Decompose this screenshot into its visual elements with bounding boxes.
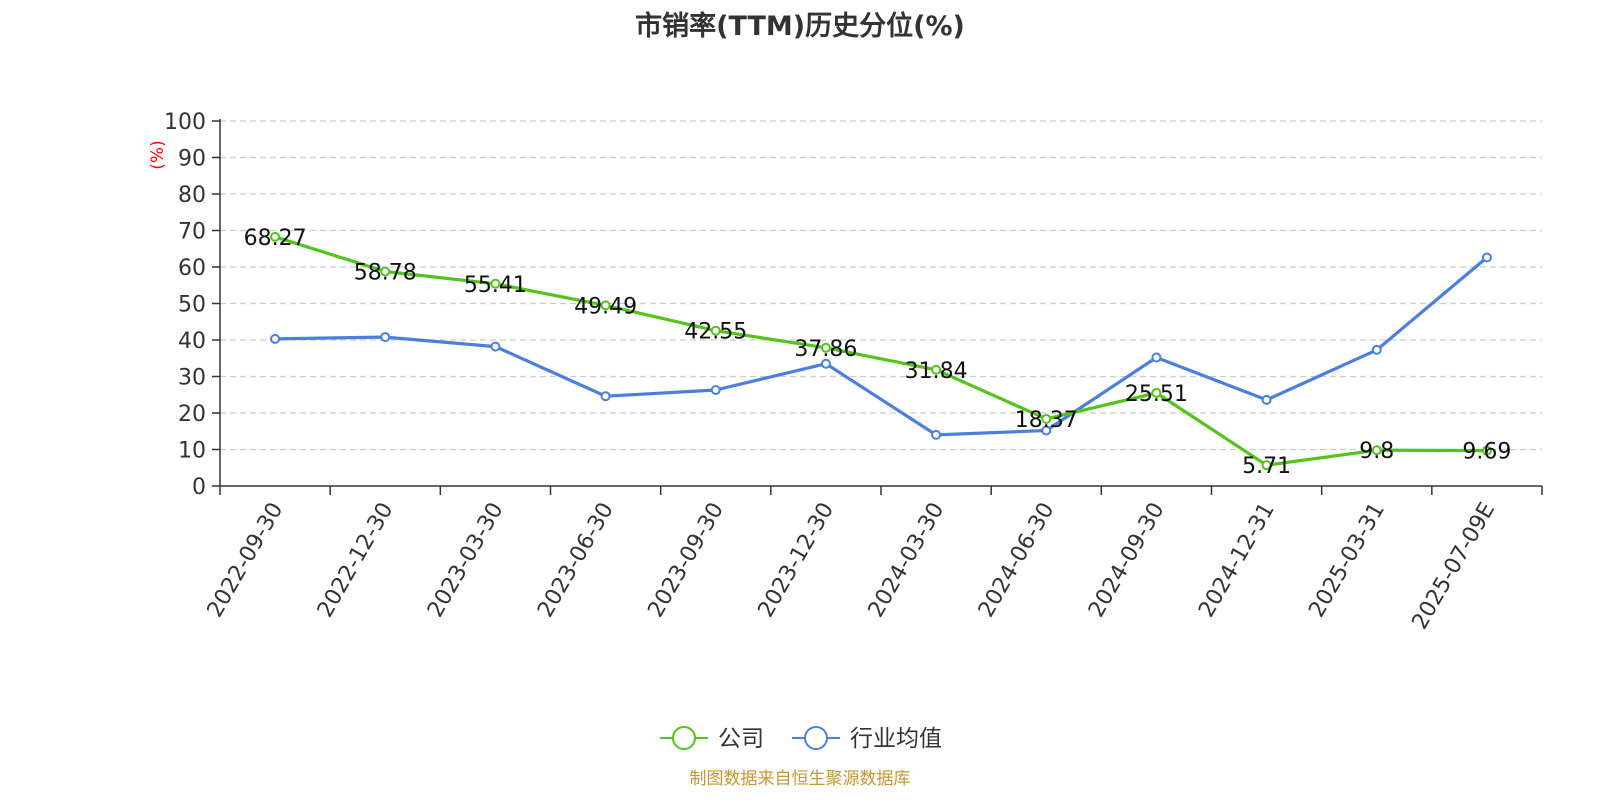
- data-point: [820, 358, 831, 369]
- data-label: 9.8: [1359, 439, 1394, 464]
- data-point: [931, 429, 942, 440]
- data-point: [1261, 460, 1272, 471]
- data-point: [600, 300, 611, 311]
- y-tick-label: 90: [178, 147, 206, 172]
- chart-title: 市销率(TTM)历史分位(%): [635, 11, 965, 42]
- data-label: 58.78: [354, 260, 417, 285]
- legend-marker: [804, 726, 828, 750]
- data-label: 37.86: [794, 337, 857, 362]
- x-tick-label: 2023-03-30: [423, 499, 509, 622]
- data-point: [490, 278, 501, 289]
- data-point: [380, 332, 391, 343]
- x-tick-label: 2024-03-30: [864, 499, 950, 622]
- data-point: [270, 333, 281, 344]
- data-label: 42.55: [684, 320, 747, 345]
- legend-label: 行业均值: [850, 726, 942, 752]
- y-tick-label: 0: [192, 475, 206, 500]
- x-tick-label: 2022-12-30: [313, 499, 399, 622]
- x-tick-label: 2023-09-30: [643, 499, 729, 622]
- data-label: 5.71: [1242, 454, 1291, 479]
- x-tick-label: 2024-12-31: [1194, 499, 1280, 622]
- data-label: 9.69: [1462, 440, 1511, 465]
- data-point: [1151, 387, 1162, 398]
- x-tick-label: 2024-06-30: [974, 499, 1060, 622]
- data-point: [710, 325, 721, 336]
- data-point: [1371, 445, 1382, 456]
- y-tick-label: 100: [164, 110, 206, 135]
- data-point: [1261, 394, 1272, 405]
- data-point: [1481, 252, 1492, 263]
- data-point: [380, 266, 391, 277]
- y-tick-label: 80: [178, 183, 206, 208]
- x-tick-label: 2022-09-30: [203, 499, 289, 622]
- x-tick-label: 2023-06-30: [533, 499, 619, 622]
- series-line: [275, 256, 1488, 437]
- data-point: [820, 342, 831, 353]
- x-tick-label: 2025-07-09E: [1408, 499, 1501, 634]
- axes: 0 10 20 30 40 50 60 70 80 90 100 (%) 2022-09-30 2022-…: [148, 110, 1543, 634]
- y-tick-label: 50: [178, 293, 206, 318]
- y-tick-label: 40: [178, 329, 206, 354]
- data-point: [490, 341, 501, 352]
- data-point: [1151, 352, 1162, 363]
- data-labels: 68.27 58.78 55.41 49.49 42.55 37.86 31.84 18.37…: [244, 226, 1512, 479]
- x-tick-label: 2023-12-30: [754, 499, 840, 622]
- y-axis-unit-label: (%): [148, 140, 168, 169]
- data-label: 55.41: [464, 273, 527, 298]
- y-tick-label: 10: [178, 439, 206, 464]
- y-tick-label: 60: [178, 256, 206, 281]
- data-point: [1481, 445, 1492, 456]
- data-point: [931, 364, 942, 375]
- legend-marker: [672, 726, 696, 750]
- series-line: [274, 235, 1487, 467]
- y-tick-label: 30: [178, 366, 206, 391]
- data-label: 25.51: [1125, 382, 1188, 407]
- data-label: 49.49: [574, 294, 637, 319]
- data-point: [600, 391, 611, 402]
- source-note: 制图数据来自恒生聚源数据库: [689, 769, 911, 789]
- data-label: 18.37: [1015, 408, 1078, 433]
- data-point: [1371, 344, 1382, 355]
- data-point: [1041, 425, 1052, 436]
- legend-item: 公司: [660, 726, 764, 752]
- x-tick-label: 2024-09-30: [1084, 499, 1170, 622]
- legend: 公司 行业均值: [660, 726, 942, 752]
- legend-label: 公司: [718, 726, 764, 752]
- data-label: 31.84: [905, 359, 968, 384]
- y-tick-label: 20: [178, 402, 206, 427]
- data-label: 68.27: [244, 226, 307, 251]
- data-point: [710, 385, 721, 396]
- data-point: [270, 231, 281, 242]
- grid-lines: [220, 120, 1542, 451]
- series-lines: [270, 231, 1492, 471]
- y-tick-label: 70: [178, 220, 206, 245]
- legend-item: 行业均值: [792, 726, 942, 752]
- x-tick-label: 2025-03-31: [1304, 499, 1390, 622]
- data-point: [1041, 413, 1052, 424]
